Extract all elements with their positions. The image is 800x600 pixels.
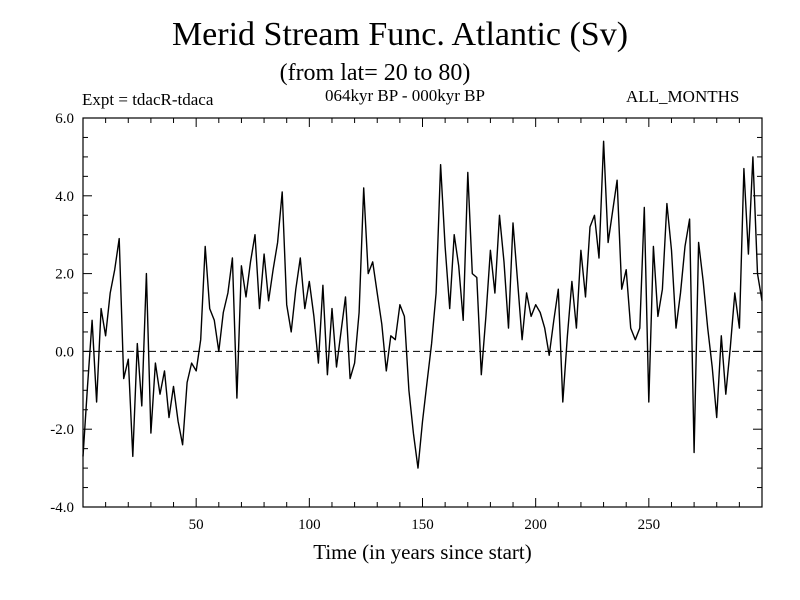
period-label: 064kyr BP - 000kyr BP [325, 86, 485, 105]
chart-title: Merid Stream Func. Atlantic (Sv) [171, 16, 629, 53]
y-tick-label: -4.0 [50, 500, 74, 516]
y-tick-label: 2.0 [55, 267, 74, 283]
series-layer [82, 140, 763, 469]
plot-frame [82, 117, 763, 508]
y-tick-label: 4.0 [55, 189, 74, 205]
experiment-label: Expt = tdacR-tdaca [82, 90, 214, 109]
axis-tick-labels: 50 100 150 200 250 -4.0 -2.0 0.0 2.0 4.0 6.0 [50, 111, 660, 533]
y-tick-label: -2.0 [50, 422, 74, 438]
x-tick-label: 150 [411, 517, 434, 533]
x-tick-label: 100 [298, 517, 321, 533]
y-tick-label: 0.0 [55, 344, 74, 360]
x-tick-label: 250 [638, 517, 661, 533]
y-tick-label: 6.0 [55, 111, 74, 127]
x-tick-label: 50 [189, 517, 204, 533]
axis-ticks [83, 118, 762, 507]
series-line [82, 140, 763, 469]
months-label: ALL_MONTHS [626, 87, 740, 106]
chart-subtitle: (from lat= 20 to 80) [279, 60, 471, 86]
x-axis-label: Time (in years since start) [313, 540, 532, 564]
x-tick-label: 200 [524, 517, 547, 533]
